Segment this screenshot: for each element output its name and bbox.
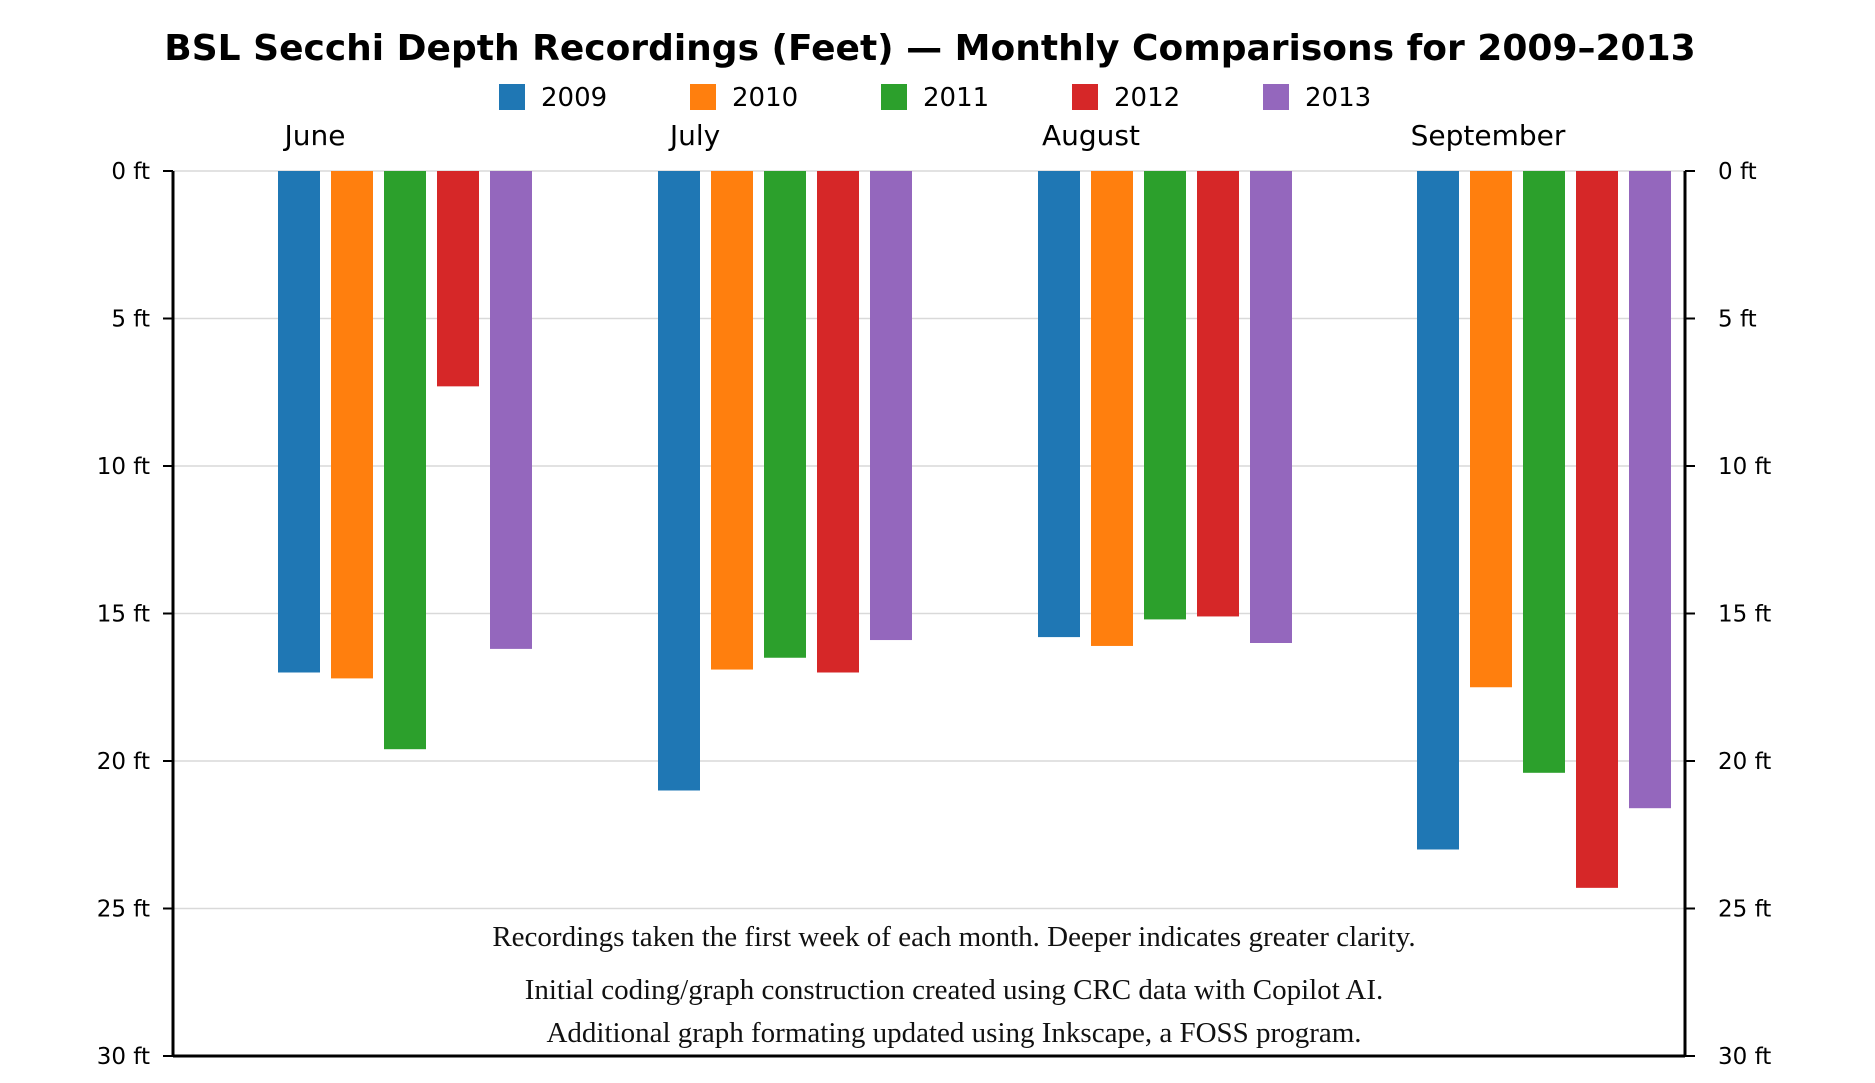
bar-2011-june <box>384 171 426 750</box>
legend-swatch-2013 <box>1263 84 1289 110</box>
month-label-june: June <box>283 119 346 152</box>
y-tick-label-left: 30 ft <box>97 1044 150 1070</box>
bar-2012-september <box>1576 171 1618 888</box>
y-tick-label-right: 15 ft <box>1718 602 1771 628</box>
bar-2009-september <box>1417 171 1459 850</box>
bars <box>278 171 1671 888</box>
y-tick-label-right: 20 ft <box>1718 749 1771 775</box>
bar-2009-june <box>278 171 320 673</box>
y-tick-label-right: 25 ft <box>1718 897 1771 923</box>
chart-title: BSL Secchi Depth Recordings (Feet) — Mon… <box>164 28 1695 69</box>
bar-2009-august <box>1038 171 1080 638</box>
bar-2009-july <box>658 171 700 791</box>
month-label-september: September <box>1411 119 1566 152</box>
y-tick-label-right: 0 ft <box>1718 159 1757 185</box>
legend-swatch-2010 <box>690 84 716 110</box>
bar-2010-august <box>1091 171 1133 646</box>
y-tick-label-right: 10 ft <box>1718 454 1771 480</box>
y-tick-label-right: 30 ft <box>1718 1044 1771 1070</box>
y-tick-label-left: 0 ft <box>111 159 150 185</box>
bar-2013-august <box>1250 171 1292 643</box>
bar-2010-july <box>711 171 753 670</box>
bar-2013-july <box>870 171 912 641</box>
bar-2010-september <box>1470 171 1512 688</box>
y-tick-label-left: 5 ft <box>111 307 150 333</box>
annotation-line: Initial coding/graph construction create… <box>525 974 1384 1006</box>
legend-label-2010: 2010 <box>732 83 798 113</box>
y-tick-label-left: 25 ft <box>97 897 150 923</box>
month-labels: June July August September <box>283 119 1566 152</box>
legend: 2009 2010 2011 2012 2013 <box>499 83 1371 113</box>
bar-2013-september <box>1629 171 1671 809</box>
bar-2012-july <box>817 171 859 673</box>
y-tick-label-right: 5 ft <box>1718 307 1757 333</box>
bar-2012-june <box>437 171 479 387</box>
y-tick-label-left: 20 ft <box>97 749 150 775</box>
month-label-july: July <box>668 119 720 152</box>
legend-label-2013: 2013 <box>1305 83 1371 113</box>
legend-label-2011: 2011 <box>923 83 989 113</box>
legend-swatch-2012 <box>1072 84 1098 110</box>
bar-2013-june <box>490 171 532 649</box>
legend-swatch-2009 <box>499 84 525 110</box>
month-label-august: August <box>1042 119 1140 152</box>
legend-label-2009: 2009 <box>541 83 607 113</box>
annotations: Recordings taken the first week of each … <box>492 921 1415 1049</box>
axes: 0 ft 0 ft 5 ft 5 ft 10 ft 10 ft 15 ft 15 ft 20 f… <box>97 159 1772 1070</box>
bar-2010-june <box>331 171 373 679</box>
bar-2011-july <box>764 171 806 658</box>
y-tick-label-left: 15 ft <box>97 602 150 628</box>
bar-2011-august <box>1144 171 1186 620</box>
annotation-line: Additional graph formating updated using… <box>546 1017 1361 1049</box>
bar-2011-september <box>1523 171 1565 773</box>
bar-2012-august <box>1197 171 1239 617</box>
legend-swatch-2011 <box>881 84 907 110</box>
y-tick-label-left: 10 ft <box>97 454 150 480</box>
legend-label-2012: 2012 <box>1114 83 1180 113</box>
annotation-line: Recordings taken the first week of each … <box>492 921 1415 953</box>
